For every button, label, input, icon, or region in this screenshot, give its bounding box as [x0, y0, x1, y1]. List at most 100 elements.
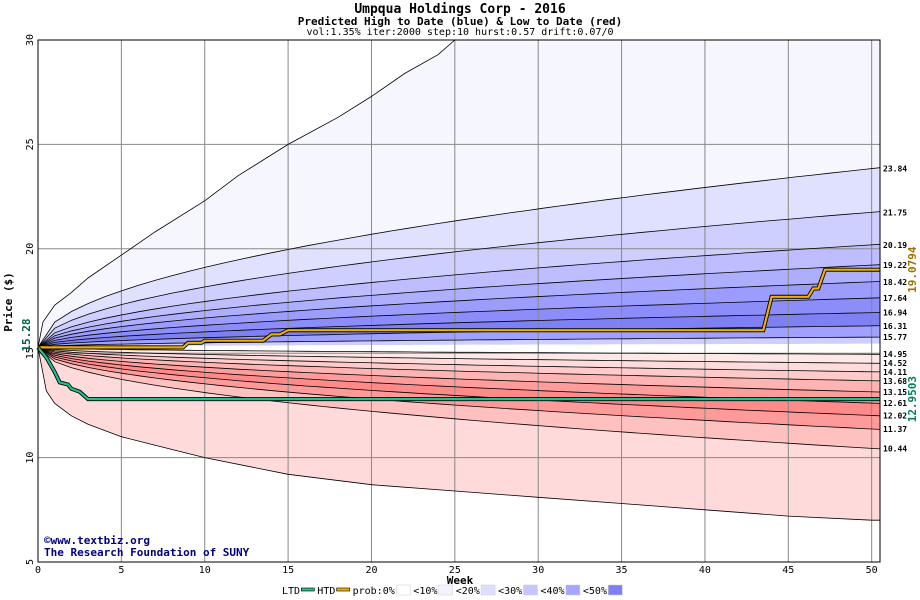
- envelope-lower-line: [37, 347, 880, 521]
- legend-swatch: [608, 584, 623, 596]
- y-tick-label: 15: [25, 347, 36, 359]
- band-upper: [38, 337, 880, 348]
- y-tick-label: 5: [25, 559, 36, 565]
- band-lower: [38, 347, 880, 364]
- band-edge-line: [37, 281, 881, 348]
- band-edge-line: [37, 347, 881, 382]
- legend-label: HTD: [317, 586, 335, 597]
- band-value-label: 14.52: [883, 359, 907, 368]
- band-value-label: 23.84: [883, 165, 907, 174]
- band-value-label: 16.31: [883, 322, 907, 331]
- envelope-upper-line: [37, 39, 456, 348]
- band-upper: [38, 211, 880, 348]
- band-value-label: 11.37: [883, 425, 907, 434]
- band-lower: [38, 347, 880, 430]
- legend-label: <30%: [498, 586, 522, 597]
- band-value-label: 21.75: [883, 208, 907, 217]
- band-value-label: 14.95: [883, 350, 907, 359]
- band-edge-line: [37, 347, 881, 373]
- x-tick-label: 0: [35, 565, 41, 576]
- band-edge-line: [37, 167, 881, 348]
- legend-swatch: [523, 584, 538, 596]
- band-edge-line: [37, 297, 881, 348]
- legend-label: <50%: [583, 586, 607, 597]
- band-edge-line: [37, 347, 881, 355]
- x-tick-label: 25: [449, 565, 461, 576]
- legend-label: <20%: [456, 586, 480, 597]
- band-edge-line: [37, 347, 881, 450]
- probability-bands: [38, 40, 880, 521]
- band-edge-line: [37, 347, 881, 417]
- band-edge-line: [37, 264, 881, 348]
- x-axis-label: Week: [447, 574, 474, 587]
- band-edge-line: [37, 336, 881, 348]
- legend-swatch: [438, 584, 453, 596]
- legend-label: LTD: [282, 586, 300, 597]
- series-end-label: 12.9503: [906, 376, 919, 422]
- band-lower: [38, 347, 880, 449]
- legend-label: <40%: [541, 586, 565, 597]
- band-upper: [38, 264, 880, 348]
- y-axis-ticks: 5 10 15 20 25 30: [25, 34, 36, 565]
- copyright-text: ©www.textbiz.org: [44, 534, 150, 547]
- band-upper: [38, 244, 880, 348]
- band-lower: [38, 347, 880, 372]
- band-center: [38, 343, 880, 355]
- chart-subtitle: Predicted High to Date (blue) & Low to D…: [297, 15, 623, 28]
- chart-title: Umpqua Holdings Corp - 2016: [354, 2, 566, 17]
- legend-swatch: [565, 584, 581, 596]
- band-value-label: 16.94: [883, 309, 907, 318]
- band-value-label: 18.42: [883, 278, 907, 287]
- x-tick-label: 20: [365, 565, 377, 576]
- band-value-label: 13.15: [883, 388, 907, 397]
- band-upper: [38, 167, 880, 348]
- x-tick-label: 30: [532, 565, 544, 576]
- band-edge-line: [37, 211, 881, 348]
- x-tick-label: 10: [199, 565, 211, 576]
- outer-envelope: [37, 39, 880, 521]
- band-lower: [38, 347, 880, 404]
- legend-swatch: [396, 584, 411, 596]
- org-text: The Research Foundation of SUNY: [44, 546, 250, 559]
- x-tick-label: 5: [118, 565, 124, 576]
- band-value-label: 14.11: [883, 368, 907, 377]
- band-lower: [38, 347, 880, 381]
- band-value-label: 13.68: [883, 377, 907, 386]
- band-lower: [38, 347, 880, 521]
- y-tick-label: 20: [25, 243, 36, 255]
- y-axis-label: Price ($): [2, 272, 15, 332]
- series-line-htd: [38, 268, 880, 349]
- series-lines: [36, 267, 880, 402]
- legend: LTD HTD prob:0% <10% <20% <30% <40% <50%: [282, 584, 623, 597]
- band-edge-line: [37, 243, 881, 348]
- band-edge-line: [37, 312, 881, 348]
- legend-swatch: [300, 587, 315, 592]
- y-tick-label: 10: [25, 452, 36, 464]
- x-tick-label: 50: [866, 565, 878, 576]
- band-value-label: 19.22: [883, 261, 907, 270]
- series-end-labels: 19.0794 12.9503: [906, 246, 919, 422]
- band-value-label: 17.64: [883, 294, 907, 303]
- chart-params: vol:1.35% iter:2000 step:10 hurst:0.57 d…: [306, 27, 614, 38]
- start-price-label: 15.28: [20, 318, 33, 351]
- x-tick-label: 35: [616, 565, 628, 576]
- band-edge-line: [37, 347, 881, 430]
- band-value-label: 12.61: [883, 399, 907, 408]
- legend-swatch: [336, 587, 350, 592]
- band-upper: [38, 281, 880, 348]
- band-value-label: 20.19: [883, 241, 907, 250]
- band-upper: [38, 40, 880, 348]
- band-edge-line: [37, 347, 881, 364]
- band-edge-line: [37, 347, 881, 393]
- legend-label: prob:0%: [353, 586, 395, 597]
- x-axis-ticks: 0 5 10 15 20 25 30 35 40 45 50: [35, 565, 878, 576]
- x-tick-label: 15: [282, 565, 294, 576]
- band-value-labels: 23.84 21.75 20.19 19.22 18.42 17.64 16.94 16.31…: [883, 165, 907, 454]
- x-tick-label: 45: [782, 565, 794, 576]
- band-lower: [38, 347, 880, 392]
- band-value-label: 10.44: [883, 444, 907, 453]
- x-tick-label: 40: [699, 565, 711, 576]
- plot-frame: [37, 39, 881, 563]
- legend-swatch: [480, 584, 496, 596]
